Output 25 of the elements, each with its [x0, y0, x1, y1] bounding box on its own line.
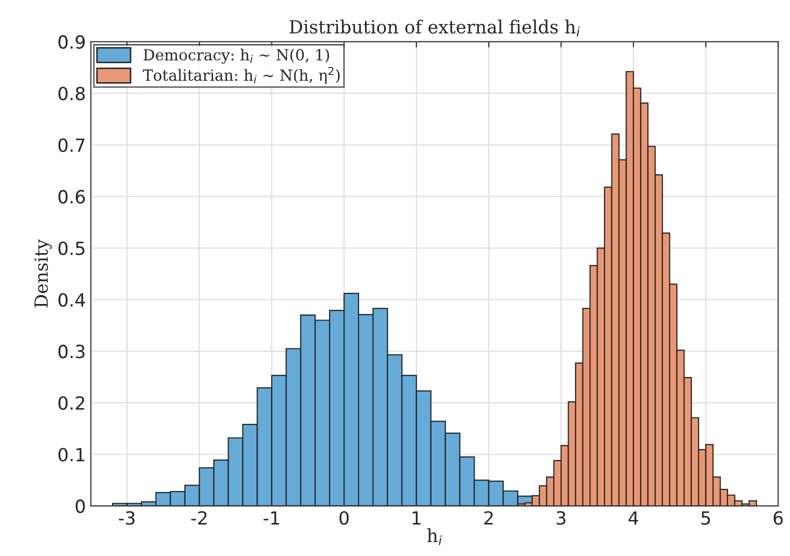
y-tick-label: 0 [76, 499, 85, 514]
x-tick-label: 1 [412, 511, 420, 525]
y-tick-label: 0.9 [58, 35, 85, 49]
legend-label: Totalitarian: h$_{i}$ ∼ N(h, η$^{2}$) [142, 66, 340, 84]
y-tick-label: 0.2 [58, 396, 84, 410]
y-tick-label: 0.3 [58, 344, 85, 358]
y-tick-label: 0.7 [58, 138, 84, 152]
x-axis-title: h$_{i}$ [427, 528, 442, 545]
x-tick-label: -3 [118, 511, 135, 525]
y-tick-label: 0.6 [58, 190, 85, 204]
x-tick-label: 4 [628, 511, 638, 525]
x-tick-label: -2 [191, 511, 207, 525]
x-tick-label: 6 [774, 511, 783, 525]
y-axis-title: Density [34, 239, 52, 308]
chart-title: Distribution of external fields h$_{i}$ [290, 20, 580, 36]
y-tick-label: 0.8 [58, 86, 85, 100]
x-tick-label: 0 [340, 511, 349, 525]
x-tick-label: 3 [556, 511, 566, 525]
y-tick-label: 0.4 [58, 293, 85, 307]
legend-label: Democracy: h$_{i}$ ∼ N(0, 1) [144, 48, 330, 64]
y-tick-label: 0.1 [58, 448, 84, 462]
x-tick-label: 5 [701, 511, 710, 525]
x-tick-label: 2 [484, 511, 493, 525]
y-tick-label: 0.5 [58, 241, 84, 256]
x-tick-label: -1 [264, 511, 280, 525]
